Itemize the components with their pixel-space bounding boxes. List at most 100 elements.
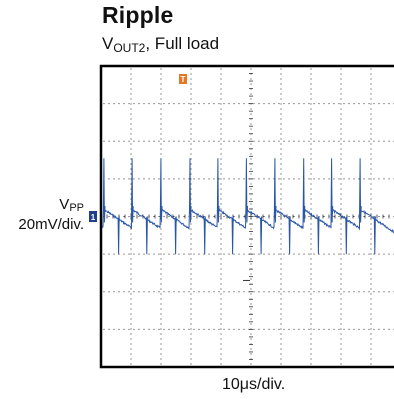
grid-dot <box>190 253 192 255</box>
grid-dot <box>310 193 312 195</box>
grid-dot <box>220 233 222 235</box>
grid-dot <box>288 140 290 142</box>
grid-dot <box>333 291 335 293</box>
grid-dot <box>250 168 252 170</box>
grid-dot <box>313 103 315 105</box>
grid-dot <box>190 193 192 195</box>
grid-dot <box>130 253 132 255</box>
subtitle-prefix: V <box>102 34 114 53</box>
grid-dot <box>250 78 252 80</box>
grid-dot <box>160 338 162 340</box>
grid-dot <box>190 303 192 305</box>
grid-dot <box>293 216 295 217</box>
grid-dot <box>188 291 190 293</box>
grid-dot <box>193 328 195 330</box>
grid-dot <box>160 108 162 110</box>
grid-dot <box>108 291 110 293</box>
grid-dot <box>298 291 300 293</box>
grid-dot <box>168 103 170 105</box>
grid-dot <box>190 318 192 320</box>
grid-dot <box>213 216 215 217</box>
grid-dot <box>340 223 342 225</box>
grid-dot <box>383 140 385 142</box>
grid-dot <box>313 291 315 293</box>
grid-dot <box>310 228 312 230</box>
grid-dot <box>373 253 375 255</box>
grid-dot <box>280 243 282 245</box>
grid-dot <box>340 243 342 245</box>
grid-dot <box>373 140 375 142</box>
grid-dot <box>130 183 132 185</box>
grid-dot <box>263 253 265 255</box>
grid-dot <box>313 178 315 180</box>
grid-dot <box>113 291 115 293</box>
grid-dot <box>130 98 132 100</box>
grid-dot <box>303 328 305 330</box>
grid-dot <box>148 253 150 255</box>
grid-dot <box>208 328 210 330</box>
grid-dot <box>323 328 325 330</box>
grid-dot <box>160 258 162 260</box>
grid-dot <box>273 253 275 255</box>
grid-dot <box>233 216 235 217</box>
grid-dot <box>263 328 265 330</box>
grid-dot <box>113 328 115 330</box>
grid-dot <box>340 163 342 165</box>
grid-dot <box>280 363 282 365</box>
grid-dot <box>280 263 282 265</box>
grid-dot <box>280 118 282 120</box>
grid-dot <box>340 298 342 300</box>
grid-dot <box>130 223 132 225</box>
grid-dot <box>143 328 145 330</box>
grid-dot <box>340 283 342 285</box>
grid-dot <box>123 140 125 142</box>
grid-dot <box>250 353 252 355</box>
grid-dot <box>190 338 192 340</box>
grid-dot <box>190 93 192 95</box>
grid-dot <box>373 328 375 330</box>
grid-dot <box>220 98 222 100</box>
grid-dot <box>130 303 132 305</box>
grid-dot <box>250 293 252 295</box>
grid-dot <box>278 253 280 255</box>
grid-dot <box>280 303 282 305</box>
grid-dot <box>280 233 282 235</box>
grid-dot <box>198 178 200 180</box>
grid-dot <box>370 203 372 205</box>
grid-dot <box>113 140 115 142</box>
grid-dot <box>353 216 355 217</box>
grid-dot <box>190 163 192 165</box>
grid-dot <box>280 128 282 130</box>
grid-dot <box>358 140 360 142</box>
grid-dot <box>280 238 282 240</box>
grid-dot <box>223 178 225 180</box>
grid-dot <box>340 308 342 310</box>
grid-dot <box>250 93 252 95</box>
grid-dot <box>370 328 372 330</box>
grid-dot <box>370 153 372 155</box>
grid-dot <box>280 138 282 140</box>
y-axis-label-sub: PP <box>69 202 84 214</box>
grid-dot <box>130 73 132 75</box>
grid-dot <box>370 293 372 295</box>
grid-dot <box>378 140 380 142</box>
grid-dot <box>253 103 255 105</box>
grid-dot <box>188 328 190 330</box>
grid-dot <box>153 291 155 293</box>
grid-dot <box>160 343 162 345</box>
grid-dot <box>280 83 282 85</box>
grid-dot <box>340 73 342 75</box>
grid-dot <box>228 291 230 293</box>
grid-dot <box>280 73 282 75</box>
grid-dot <box>310 178 312 180</box>
grid-dot <box>370 353 372 355</box>
grid-dot <box>388 328 390 330</box>
grid-dot <box>283 291 285 293</box>
grid-dot <box>280 163 282 165</box>
grid-dot <box>233 291 235 293</box>
grid-dot <box>340 263 342 265</box>
grid-dot <box>233 178 235 180</box>
grid-dot <box>340 123 342 125</box>
grid-dot <box>268 291 270 293</box>
grid-dot <box>228 178 230 180</box>
